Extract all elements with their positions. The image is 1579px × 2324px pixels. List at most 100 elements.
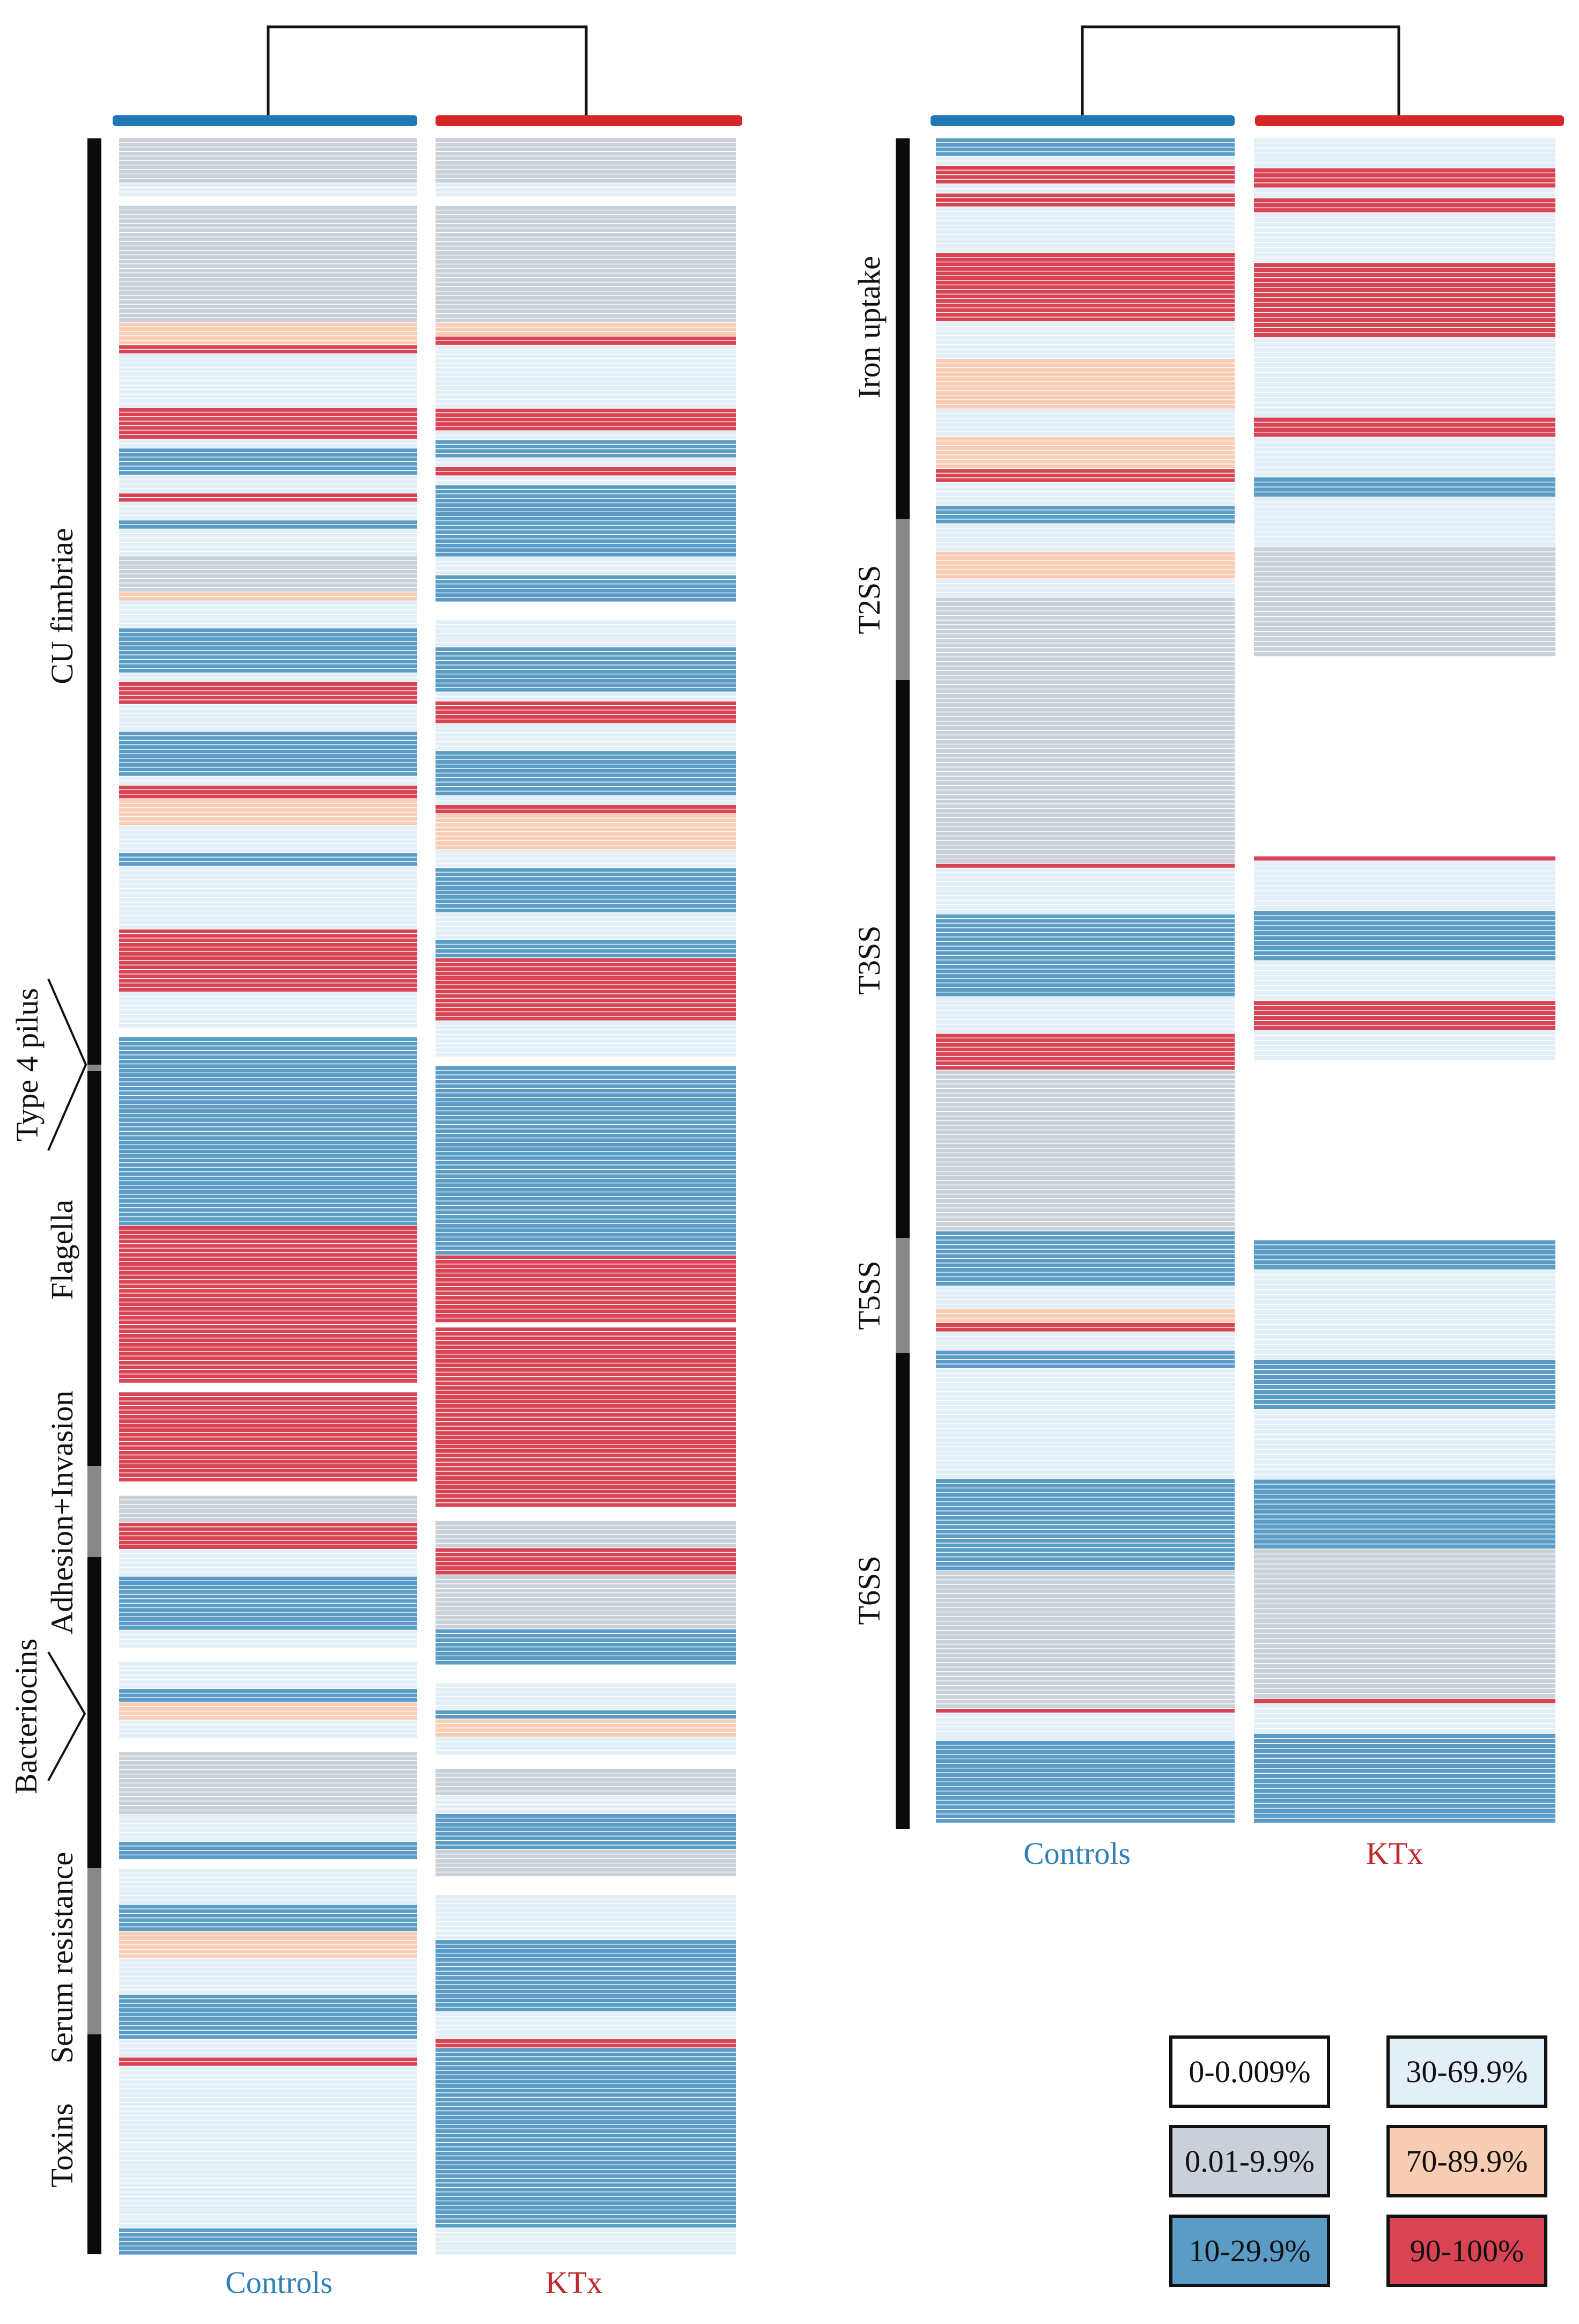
left-ktx-row-365: [436, 1782, 736, 1787]
left-controls-row-327: [119, 1608, 417, 1612]
left-ktx-row-341: [436, 1674, 736, 1678]
right-controls-row-140: [936, 781, 1235, 785]
left-ktx-row-45: [436, 341, 736, 345]
right-ktx-row-109: [1254, 682, 1555, 687]
left-controls-row-393: [119, 1905, 417, 1909]
left-controls-row-10: [119, 183, 417, 187]
right-controls-row-120: [936, 689, 1235, 693]
left-ktx-row-431: [436, 2079, 736, 2084]
left-ktx-row-284: [436, 1418, 736, 1421]
right-controls-row-255: [936, 1309, 1235, 1314]
left-ktx-row-63: [436, 422, 736, 426]
left-controls-row-259: [119, 1302, 417, 1307]
right-ktx-row-97: [1254, 622, 1555, 626]
right-controls-row-334: [936, 1672, 1235, 1676]
left-controls-row-399: [119, 1931, 417, 1936]
left-controls-row-308: [119, 1523, 417, 1527]
right-controls-row-172: [936, 928, 1235, 932]
left-ktx-row-219: [436, 1125, 736, 1129]
right-ktx-row-185: [1254, 1060, 1555, 1065]
right-controls-row-93: [936, 565, 1235, 570]
left-ktx-row-46: [436, 345, 736, 350]
right-ktx-row-115: [1254, 712, 1555, 716]
right-controls-row-64: [936, 432, 1235, 437]
right-controls-row-213: [936, 1116, 1235, 1120]
left-controls-row-409: [119, 1976, 417, 1981]
right-ktx-row-102: [1254, 647, 1555, 652]
right-controls-row-125: [936, 712, 1235, 717]
right-controls-row-279: [936, 1419, 1235, 1423]
left-ktx-row-441: [436, 2124, 736, 2129]
left-controls-row-229: [119, 1168, 417, 1172]
left-controls-row-4: [119, 156, 417, 160]
left-controls-row-367: [119, 1788, 417, 1792]
left-category-bar-bacteriocins: [87, 1557, 101, 1868]
left-ktx-row-170: [436, 904, 736, 908]
left-ktx-row-91: [436, 548, 736, 552]
left-controls-row-331: [119, 1626, 417, 1630]
left-ktx-row-358: [436, 1751, 736, 1755]
right-ktx-row-265: [1254, 1459, 1555, 1464]
right-ktx-row-225: [1254, 1260, 1555, 1265]
left-ktx-row-330: [436, 1625, 736, 1629]
left-controls-row-101: [119, 592, 417, 596]
left-controls-row-23: [119, 241, 417, 246]
left-ktx-row-49: [436, 359, 736, 363]
right-ktx-row-3: [1254, 153, 1555, 158]
right-controls-row-275: [936, 1401, 1235, 1405]
right-ktx-row-94: [1254, 607, 1555, 611]
left-ktx-row-124: [436, 697, 736, 701]
left-ktx-row-452: [436, 2174, 736, 2178]
left-controls-row-110: [119, 632, 417, 637]
left-controls-row-174: [119, 920, 417, 925]
right-ktx-row-293: [1254, 1599, 1555, 1604]
left-controls-row-254: [119, 1280, 417, 1284]
right-controls-row-350: [936, 1745, 1235, 1750]
right-controls-row-53: [936, 381, 1235, 386]
right-ktx-row-290: [1254, 1584, 1555, 1589]
right-controls-row-126: [936, 717, 1235, 721]
right-ktx-row-28: [1254, 278, 1555, 283]
left-ktx-row-113: [436, 647, 736, 651]
left-controls-row-424: [119, 2044, 417, 2048]
right-controls-row-190: [936, 1010, 1235, 1015]
right-ktx-row-318: [1254, 1724, 1555, 1728]
right-ktx-row-147: [1254, 871, 1555, 876]
left-controls-row-170: [119, 902, 417, 906]
left-controls-row-280: [119, 1397, 417, 1401]
left-ktx-row-66: [436, 436, 736, 440]
left-controls-row-344: [119, 1684, 417, 1688]
right-controls-row-134: [936, 754, 1235, 758]
left-controls-row-1: [119, 143, 417, 147]
left-controls-row-97: [119, 574, 417, 578]
right-controls-row-26: [936, 257, 1235, 262]
right-controls-row-278: [936, 1415, 1235, 1419]
right-controls-row-323: [936, 1621, 1235, 1626]
left-controls-row-214: [119, 1100, 417, 1104]
left-ktx-row-140: [436, 769, 736, 773]
left-ktx-row-5: [436, 160, 736, 165]
right-ktx-row-280: [1254, 1534, 1555, 1539]
left-controls-row-25: [119, 250, 417, 255]
left-ktx-row-134: [436, 742, 736, 746]
left-controls-row-125: [119, 700, 417, 704]
left-controls-row-271: [119, 1356, 417, 1360]
right-ktx-row-170: [1254, 986, 1555, 991]
left-controls-row-21: [119, 232, 417, 237]
left-controls-row-5: [119, 160, 417, 165]
left-controls-row-30: [119, 273, 417, 277]
left-ktx-row-286: [436, 1426, 736, 1430]
left-ktx-row-329: [436, 1620, 736, 1624]
left-controls-bar: [113, 115, 417, 126]
right-controls-row-344: [936, 1718, 1235, 1722]
right-ktx-row-48: [1254, 378, 1555, 382]
left-controls-row-256: [119, 1289, 417, 1293]
left-ktx-row-153: [436, 827, 736, 831]
left-controls-row-230: [119, 1172, 417, 1176]
right-ktx-row-223: [1254, 1250, 1555, 1255]
right-controls-row-106: [936, 625, 1235, 629]
left-controls-row-94: [119, 560, 417, 565]
right-ktx-row-64: [1254, 457, 1555, 462]
right-ktx-row-140: [1254, 836, 1555, 841]
right-controls-row-41: [936, 327, 1235, 331]
